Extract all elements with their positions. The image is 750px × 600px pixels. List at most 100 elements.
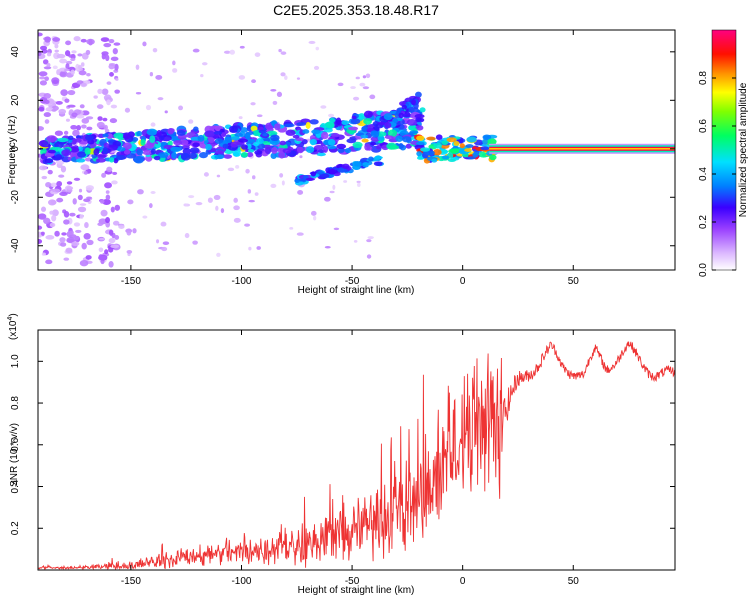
spectrogram-xtick-label: 0: [460, 276, 466, 287]
spectrogram-cell: [59, 70, 68, 78]
spectrogram-cell: [83, 232, 91, 240]
spectrogram-cell: [108, 39, 115, 44]
spectrogram-cell: [113, 157, 119, 164]
spectrogram-cell: [63, 219, 70, 225]
spectrogram-cell: [81, 82, 87, 87]
spectrogram-cells: [38, 32, 675, 268]
spectrogram-cell: [69, 212, 76, 217]
spectrogram-cell: [118, 224, 125, 229]
colorbar-tick-label: 0.0: [698, 263, 709, 277]
spectrogram-cell: [324, 245, 331, 249]
snr-xtick-label: 50: [568, 576, 580, 587]
spectrogram-cell: [72, 198, 77, 205]
spectrogram-cell: [95, 154, 107, 159]
spectrogram-cell: [81, 242, 87, 250]
spectrogram-cell: [38, 71, 48, 77]
spectrogram-cell: [296, 232, 304, 236]
spectrogram-cell: [75, 137, 82, 143]
spectrogram-cell: [132, 228, 137, 234]
spectrogram-cell: [67, 89, 76, 96]
spectrogram-cell: [415, 125, 424, 131]
spectrogram-cell: [350, 118, 361, 125]
spectrogram-cell: [55, 100, 63, 105]
spectrogram-cell: [230, 136, 241, 141]
spectrogram-cell: [432, 149, 442, 156]
spectrogram-cell: [215, 205, 219, 211]
spectrogram-cell: [337, 147, 345, 153]
spectrogram-cell: [41, 175, 48, 180]
spectrogram-cell: [489, 154, 497, 161]
spectrogram-cell: [333, 227, 340, 231]
spectrogram-cell: [426, 136, 436, 141]
spectrogram-cell: [115, 155, 126, 161]
spectrogram-ytick-label: -40: [10, 238, 21, 253]
spectrogram-cell: [251, 79, 257, 84]
spectrogram-cell: [365, 73, 371, 79]
spectrogram-cell: [362, 162, 370, 166]
spectrogram-cell: [366, 254, 372, 259]
spectrogram-cell: [420, 147, 431, 152]
spectrogram-cell: [329, 168, 336, 175]
spectrogram-cell: [248, 246, 252, 251]
spectrogram-cell: [79, 104, 85, 109]
spectrogram-cell: [230, 141, 238, 148]
spectrogram-cell: [47, 169, 53, 175]
spectrogram-cell: [111, 180, 118, 185]
spectrogram-cell: [123, 149, 131, 155]
spectrogram-cell: [274, 123, 281, 131]
spectrogram-cell: [73, 222, 81, 227]
spectrogram-cell: [44, 158, 54, 164]
spectrogram-cell: [86, 239, 94, 246]
spectrogram-cell: [192, 48, 200, 53]
spectrogram-cell: [105, 54, 110, 62]
spectrogram-cell: [357, 182, 361, 187]
spectrogram-cell: [383, 113, 393, 121]
colorbar-ticks: 0.0 0.2 0.4 0.6 0.8: [698, 71, 736, 277]
spectrogram-cell: [85, 134, 94, 141]
spectrogram-cell: [361, 138, 369, 143]
snr-multiplier-close: ): [8, 313, 19, 316]
spectrogram-cell: [392, 118, 399, 124]
spectrogram-cell: [126, 230, 132, 236]
spectrogram-cell: [44, 152, 55, 157]
spectrogram-cell: [279, 173, 284, 178]
spectrogram-cell: [351, 115, 357, 120]
snr-line: [38, 341, 675, 570]
spectrogram-cell: [97, 88, 103, 95]
spectrogram-cell: [435, 134, 443, 141]
spectrogram-cell: [63, 130, 69, 135]
spectrogram-cell: [107, 144, 119, 151]
spectrogram-cell: [160, 221, 167, 227]
spectrogram-cell: [192, 240, 198, 245]
spectrogram-cell: [157, 152, 169, 158]
spectrogram-cell: [59, 58, 68, 64]
spectrogram-cell: [68, 135, 74, 141]
spectrogram-cell: [170, 146, 182, 153]
spectrogram-cell: [296, 146, 304, 154]
spectrogram-cell: [84, 221, 89, 229]
spectrogram-cell: [480, 146, 490, 151]
spectrogram-cell: [213, 131, 223, 135]
spectrogram-cell: [197, 134, 205, 142]
spectrogram-cell: [112, 220, 120, 226]
spectrogram-cell: [38, 225, 43, 230]
spectrogram-cell: [270, 134, 280, 142]
spectrogram-cell: [184, 233, 190, 239]
spectrogram-cell: [359, 82, 366, 87]
spectrogram-cell: [109, 72, 114, 77]
spectrogram-cell: [61, 232, 67, 236]
spectrogram-cell: [85, 116, 94, 120]
spectrogram-cell: [270, 183, 277, 188]
spectrogram-cell: [367, 236, 374, 240]
spectrogram-cell: [414, 113, 425, 119]
spectrogram-cell: [441, 155, 450, 160]
spectrogram-cell: [150, 191, 156, 194]
spectrogram-cell: [149, 72, 154, 77]
spectrogram-cell: [229, 49, 236, 55]
spectrogram-cell: [58, 108, 67, 115]
spectrogram-cell: [285, 129, 296, 136]
spectrogram-cell: [251, 175, 256, 180]
spectrogram-cell: [327, 138, 336, 146]
spectrogram-cell: [245, 168, 250, 174]
spectrogram-cell: [105, 194, 111, 201]
